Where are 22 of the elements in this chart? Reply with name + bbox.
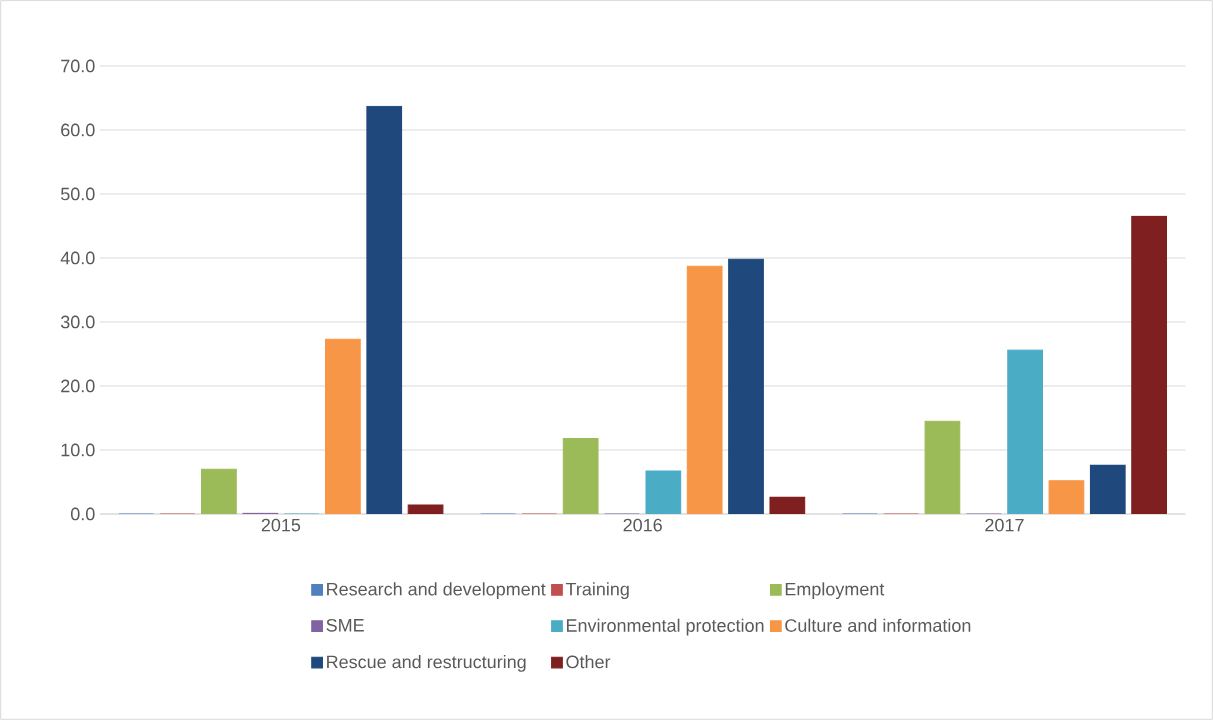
legend-label: Rescue and restructuring: [327, 655, 526, 672]
bar: [924, 420, 961, 514]
x-tick-label: 2015: [261, 518, 301, 532]
y-tick-label: 50.0: [60, 187, 95, 201]
legend-label: Training: [565, 582, 629, 600]
bar: [562, 437, 599, 514]
y-tick-label: 30.0: [60, 315, 95, 329]
y-tick-label: 60.0: [61, 123, 95, 137]
bar: [201, 468, 237, 514]
y-tick-label: 0.0: [70, 507, 95, 521]
legend-label: Culture and information: [785, 618, 971, 632]
legend-label: Employment: [785, 582, 885, 600]
legend-label: Environmental protection: [566, 618, 764, 636]
x-tick-label: 2016: [623, 518, 662, 532]
legend-label: SME: [326, 618, 364, 632]
y-tick-label: 10.0: [61, 443, 95, 457]
legend-label: Other: [566, 655, 611, 669]
legend-label: Research and development: [327, 582, 546, 600]
x-tick-label: 2017: [985, 518, 1024, 532]
y-tick-label: 20.0: [61, 379, 95, 393]
y-tick-label: 40.0: [60, 251, 95, 265]
y-tick-label: 70.0: [61, 59, 95, 73]
